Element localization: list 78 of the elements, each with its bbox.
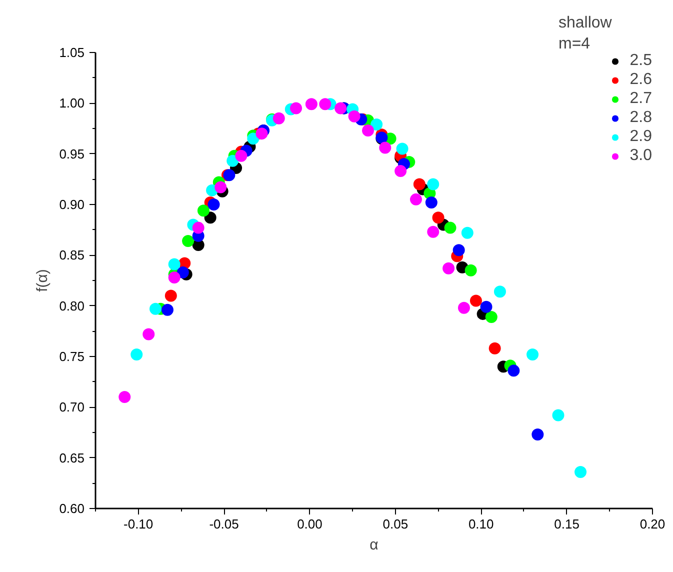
point xyxy=(362,124,374,137)
point xyxy=(394,165,407,178)
point xyxy=(485,310,498,323)
legend-title: shallow m=4 xyxy=(558,14,612,52)
legend-label: 2.5 xyxy=(630,52,652,70)
point xyxy=(305,98,318,110)
y-tick-label: 0.85 xyxy=(59,248,85,263)
point xyxy=(348,110,360,122)
point xyxy=(168,258,180,270)
y-tick-label: 0.70 xyxy=(59,400,85,415)
point xyxy=(432,212,444,224)
point xyxy=(452,244,465,256)
point xyxy=(427,178,440,190)
point xyxy=(192,222,204,234)
point xyxy=(470,294,482,307)
y-tick-label: 0.90 xyxy=(59,197,85,212)
point xyxy=(272,112,285,124)
point xyxy=(176,266,189,278)
point xyxy=(526,348,539,360)
point xyxy=(410,193,422,206)
x-tick-label: 0.15 xyxy=(554,516,580,532)
x-tick-label: -0.10 xyxy=(124,516,154,532)
x-tick-label: -0.05 xyxy=(209,516,239,532)
y-tick-label: 0.60 xyxy=(59,501,85,516)
point xyxy=(444,222,456,234)
point xyxy=(164,290,177,302)
point xyxy=(442,262,455,274)
x-axis-title: α xyxy=(370,536,379,554)
point xyxy=(247,132,260,145)
point xyxy=(370,118,383,130)
point xyxy=(464,264,477,276)
x-tick-label: 0.05 xyxy=(382,516,408,532)
point xyxy=(461,226,474,239)
legend-label: 2.7 xyxy=(630,90,652,108)
y-tick-label: 0.95 xyxy=(59,146,85,162)
point xyxy=(142,328,155,340)
y-tick-label: 0.65 xyxy=(59,450,85,466)
point xyxy=(256,128,268,140)
point xyxy=(334,102,347,114)
point xyxy=(161,304,174,316)
point xyxy=(182,234,194,247)
point xyxy=(574,466,587,478)
point xyxy=(197,204,210,217)
point xyxy=(413,178,426,190)
point xyxy=(208,198,220,210)
point xyxy=(226,154,239,167)
y-tick-label: 1.05 xyxy=(59,45,85,60)
point xyxy=(488,342,501,354)
point xyxy=(204,212,216,224)
point xyxy=(149,302,162,315)
point xyxy=(458,302,470,314)
x-tick-label: 0.00 xyxy=(297,516,322,532)
point xyxy=(425,196,438,208)
y-tick-label: 0.80 xyxy=(59,298,85,314)
legend-label: 2.8 xyxy=(630,109,652,127)
legend-label: 2.6 xyxy=(630,71,652,89)
point xyxy=(290,102,302,114)
point xyxy=(552,409,564,422)
x-tick-label: 0.10 xyxy=(468,516,494,532)
point xyxy=(319,98,332,110)
x-tick-label: 0.20 xyxy=(640,516,666,532)
point xyxy=(532,428,544,441)
point xyxy=(168,271,180,284)
point xyxy=(480,300,492,313)
point xyxy=(508,364,520,377)
y-tick-label: 1.00 xyxy=(59,96,85,111)
legend-label: 2.9 xyxy=(630,128,652,146)
point xyxy=(379,142,392,154)
point xyxy=(494,286,506,298)
legend-label: 3.0 xyxy=(630,147,652,165)
point xyxy=(118,391,131,404)
point xyxy=(396,142,408,155)
y-tick-label: 0.75 xyxy=(59,349,85,364)
y-axis-title: f(α) xyxy=(34,269,52,292)
point xyxy=(235,150,248,162)
point xyxy=(214,181,227,194)
point xyxy=(427,226,440,238)
point xyxy=(130,348,143,360)
